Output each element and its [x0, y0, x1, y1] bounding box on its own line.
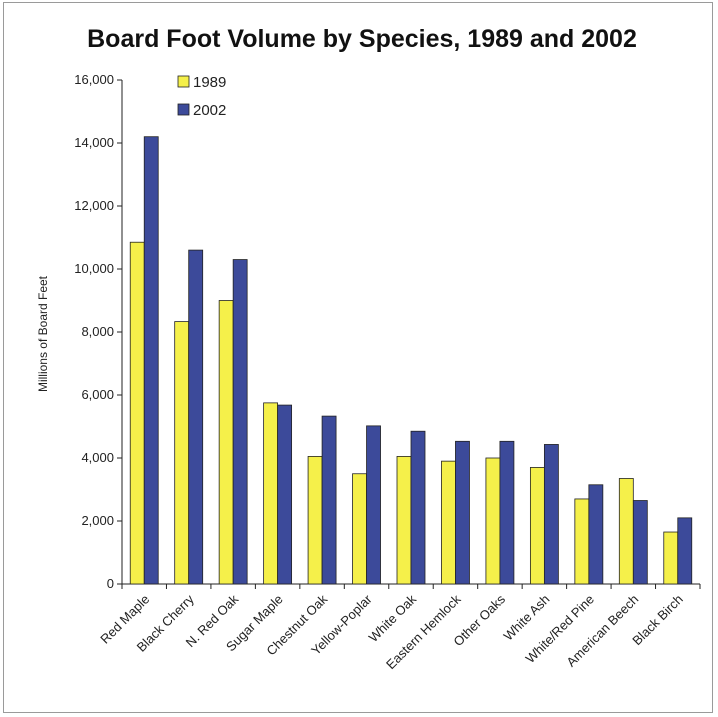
bar-2002-white-red-pine	[588, 484, 604, 585]
bar-1989-n-red-oak	[218, 300, 234, 585]
bar-1989-sugar-maple	[263, 402, 279, 585]
bar-2002-white-ash	[543, 444, 559, 585]
bar-2002-chestnut-oak	[321, 415, 337, 585]
y-tick-label: 8,000	[81, 324, 114, 339]
y-tick-label: 4,000	[81, 450, 114, 465]
bar-1989-black-cherry	[174, 321, 190, 585]
y-tick-label: 14,000	[74, 135, 114, 150]
y-tick-label: 2,000	[81, 513, 114, 528]
bar-1989-red-maple	[129, 241, 145, 585]
bar-1989-black-birch	[663, 531, 679, 585]
bar-1989-eastern-hemlock	[441, 460, 456, 585]
bar-1989-american-beech	[618, 478, 634, 585]
bar-1989-chestnut-oak	[307, 456, 323, 585]
chart-frame	[3, 2, 713, 713]
bar-2002-black-cherry	[188, 249, 204, 585]
y-tick-label: 0	[107, 576, 114, 591]
bar-1989-yellow-poplar	[352, 473, 367, 585]
bar-2002-red-maple	[143, 136, 159, 585]
bar-2002-eastern-hemlock	[455, 440, 470, 585]
legend-swatch-1989	[177, 75, 190, 88]
bar-1989-white-oak	[396, 456, 412, 585]
bar-1989-other-oaks	[485, 457, 501, 585]
y-tick-label: 16,000	[74, 72, 114, 87]
bar-2002-american-beech	[632, 500, 648, 585]
bar-2002-yellow-poplar	[366, 425, 381, 585]
bar-2002-black-birch	[677, 517, 693, 585]
legend: 1989 2002	[177, 74, 226, 119]
legend-label-1989: 1989	[193, 74, 226, 91]
bar-1989-white-red-pine	[574, 498, 590, 585]
y-tick-label: 12,000	[74, 198, 114, 213]
bar-2002-n-red-oak	[232, 259, 248, 585]
chart-title: Board Foot Volume by Species, 1989 and 2…	[87, 25, 637, 53]
y-axis-label: Millions of Board Feet	[36, 275, 50, 392]
plot-area: 0 2,000 4,000 6,000 8,000 10,000 12,000 14,000 1…	[74, 72, 701, 672]
y-tick-label: 6,000	[81, 387, 114, 402]
bar-2002-sugar-maple	[277, 404, 293, 585]
legend-swatch-2002	[177, 103, 190, 116]
bar-1989-white-ash	[529, 467, 545, 585]
bar-2002-other-oaks	[499, 440, 515, 585]
x-tick-label: Eastern Hemlock	[383, 591, 464, 672]
bar-2002-white-oak	[410, 430, 426, 585]
legend-label-2002: 2002	[193, 102, 226, 119]
y-tick-label: 10,000	[74, 261, 114, 276]
